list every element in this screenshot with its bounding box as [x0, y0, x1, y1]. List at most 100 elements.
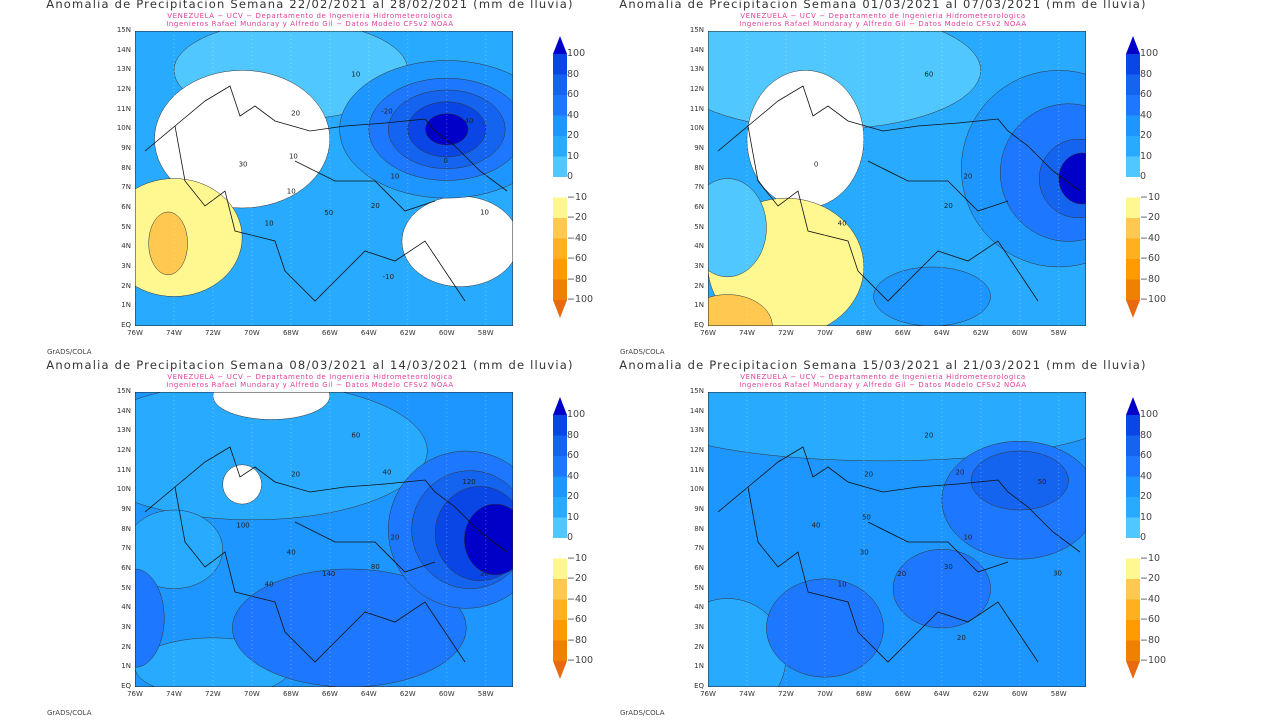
contour-region	[135, 392, 428, 521]
colorbar-segment	[1126, 74, 1140, 95]
precipitation-anomaly-map: 20 40 60 20 0	[708, 31, 1086, 326]
colorbar-segment	[553, 259, 567, 280]
colorbar-segment	[1126, 476, 1140, 497]
lat-tick-label: 6N	[694, 203, 704, 211]
map-title: Anomalia de Precipitacion Semana 01/03/2…	[619, 0, 1147, 11]
colorbar-label: −100	[567, 655, 594, 666]
lat-tick-label: 13N	[689, 65, 704, 74]
lat-tick-label: 1N	[121, 301, 131, 310]
lon-tick-label: 74W	[166, 329, 182, 337]
lat-tick-label: EQ	[121, 321, 131, 329]
colorbar-label: −40	[567, 232, 588, 244]
lat-tick-label: 14N	[116, 406, 131, 415]
contour-region	[401, 195, 513, 287]
contour-region	[135, 509, 223, 589]
lat-tick-label: 10N	[116, 485, 131, 494]
lat-tick-label: 5N	[121, 583, 131, 592]
colorbar-label: 0	[1140, 171, 1147, 182]
lat-tick-label: 9N	[121, 505, 131, 513]
map-subtitle: VENEZUELA − UCV − Departamento de Ingeni…	[740, 12, 1026, 20]
lon-tick-label: 76W	[700, 690, 716, 698]
colorbar-label: 80	[567, 429, 580, 441]
colorbar-label: −100	[1140, 655, 1167, 666]
colorbar-label: −80	[567, 273, 588, 285]
lon-tick-label: 66W	[321, 329, 338, 337]
colorbar-segment	[553, 197, 567, 218]
lon-tick-label: 72W	[205, 329, 221, 337]
colorbar-segment	[553, 238, 567, 259]
colorbar-segment	[553, 538, 567, 559]
lat-tick-label: 15N	[116, 26, 131, 34]
colorbar-label: 60	[1140, 450, 1153, 461]
lat-tick-label: 1N	[121, 662, 131, 671]
lon-tick-label: 62W	[972, 690, 989, 698]
colorbar-label: 40	[1140, 109, 1153, 121]
contour-label: 50	[1038, 478, 1047, 486]
colorbar-segment	[1126, 136, 1140, 157]
contour-label: 20	[944, 202, 953, 210]
colorbar-label: 40	[567, 109, 580, 121]
colorbar-label: −80	[1140, 273, 1161, 285]
contour-label: 120	[462, 478, 475, 486]
map-title: Anomalia de Precipitacion Semana 15/03/2…	[619, 358, 1147, 372]
lat-tick-label: 3N	[694, 623, 704, 631]
map-panel: Anomalia de Precipitacion Semana 15/03/2…	[573, 358, 1193, 721]
lon-tick-label: 68W	[855, 690, 872, 698]
lat-tick-label: 8N	[694, 524, 704, 533]
colorbar-segment	[553, 476, 567, 497]
colorbar-segment	[553, 95, 567, 116]
lat-tick-label: 5N	[694, 222, 704, 231]
colorbar-segment	[1126, 558, 1140, 579]
lat-tick-label: 7N	[694, 544, 704, 553]
contour-label: 40	[838, 219, 847, 227]
contour-label: 40	[287, 548, 296, 556]
lon-tick-label: 58W	[477, 329, 494, 337]
map-subtitle: VENEZUELA − UCV − Departamento de Ingeni…	[167, 373, 453, 381]
colorbar-segment	[553, 497, 567, 518]
lon-tick-label: 60W	[438, 690, 455, 698]
colorbar-segment	[1126, 640, 1140, 661]
colorbar-arrow	[1126, 300, 1140, 318]
lat-tick-label: 1N	[694, 301, 704, 310]
lon-tick-label: 64W	[933, 329, 950, 337]
colorbar-label: 80	[1140, 68, 1153, 80]
colorbar-label: 40	[567, 470, 580, 482]
contour-label: 40	[812, 521, 821, 529]
map-subtitle: VENEZUELA − UCV − Departamento de Ingeni…	[167, 12, 453, 20]
lat-tick-label: 2N	[694, 642, 704, 651]
lon-tick-label: 60W	[438, 329, 455, 337]
lat-tick-label: 5N	[121, 222, 131, 231]
grads-credit: GrADS/COLA	[620, 709, 665, 717]
lon-tick-label: 68W	[282, 690, 299, 698]
colorbar-segment	[553, 640, 567, 661]
contour-region	[1058, 152, 1086, 205]
lon-tick-label: 58W	[477, 690, 494, 698]
map-panel: Anomalia de Precipitacion Semana 22/02/2…	[0, 0, 620, 360]
contour-label: -20	[381, 107, 392, 115]
lat-tick-label: 10N	[116, 124, 131, 133]
lat-tick-label: 7N	[121, 544, 131, 553]
contour-label: 10	[838, 580, 847, 588]
colorbar-segment	[553, 599, 567, 620]
lon-tick-label: 62W	[972, 329, 989, 337]
lat-tick-label: 12N	[689, 446, 704, 454]
colorbar-label: 60	[567, 89, 580, 100]
lat-tick-label: 12N	[116, 85, 131, 93]
lat-tick-label: 10N	[689, 485, 704, 494]
lat-tick-label: EQ	[694, 321, 704, 329]
contour-label: 20	[956, 468, 965, 476]
coastline-border	[717, 85, 1081, 302]
contour-label: 10	[289, 153, 298, 161]
colorbar-label: 100	[1140, 409, 1159, 420]
precipitation-anomaly-map: 20 40 60 80 100 120 140 20 20 40 40	[135, 392, 513, 687]
colorbar-label: 20	[567, 491, 580, 502]
lat-tick-label: 13N	[116, 65, 131, 74]
colorbar-segment	[553, 415, 567, 436]
lon-tick-label: 60W	[1011, 690, 1028, 698]
lat-tick-label: EQ	[694, 682, 704, 690]
colorbar-label: −20	[1140, 212, 1161, 223]
lat-tick-label: 14N	[689, 406, 704, 415]
colorbar-arrow	[553, 661, 567, 679]
colorbar-arrow	[553, 36, 567, 54]
colorbar-segment	[1126, 156, 1140, 177]
